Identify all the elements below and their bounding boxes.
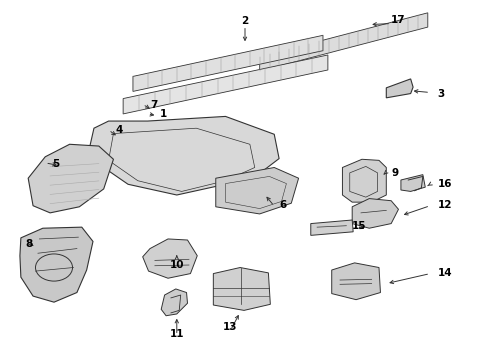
Polygon shape [133,35,323,91]
Polygon shape [89,116,279,195]
Text: 4: 4 [116,125,123,135]
Polygon shape [311,220,353,235]
Text: 17: 17 [391,15,406,24]
Polygon shape [260,13,428,71]
Polygon shape [332,263,380,300]
Text: 6: 6 [279,200,286,210]
Polygon shape [216,167,298,214]
Polygon shape [161,289,188,316]
Polygon shape [143,239,197,278]
Text: 15: 15 [352,221,367,231]
Text: 8: 8 [26,239,33,249]
Polygon shape [213,267,270,310]
Text: 12: 12 [438,200,452,210]
Text: 13: 13 [223,322,238,332]
Text: 14: 14 [438,268,452,278]
Polygon shape [20,227,93,302]
Polygon shape [401,175,425,192]
Text: 1: 1 [160,109,167,119]
Text: 11: 11 [170,329,184,339]
Text: 3: 3 [438,89,445,99]
Polygon shape [123,55,328,114]
Polygon shape [343,159,386,202]
Polygon shape [28,144,114,213]
Text: 16: 16 [438,179,452,189]
Polygon shape [352,199,398,228]
Text: 10: 10 [170,260,184,270]
Text: 5: 5 [52,159,60,169]
Text: 7: 7 [150,100,157,110]
Text: 2: 2 [242,17,248,26]
Text: 9: 9 [391,168,398,178]
Polygon shape [386,79,413,98]
